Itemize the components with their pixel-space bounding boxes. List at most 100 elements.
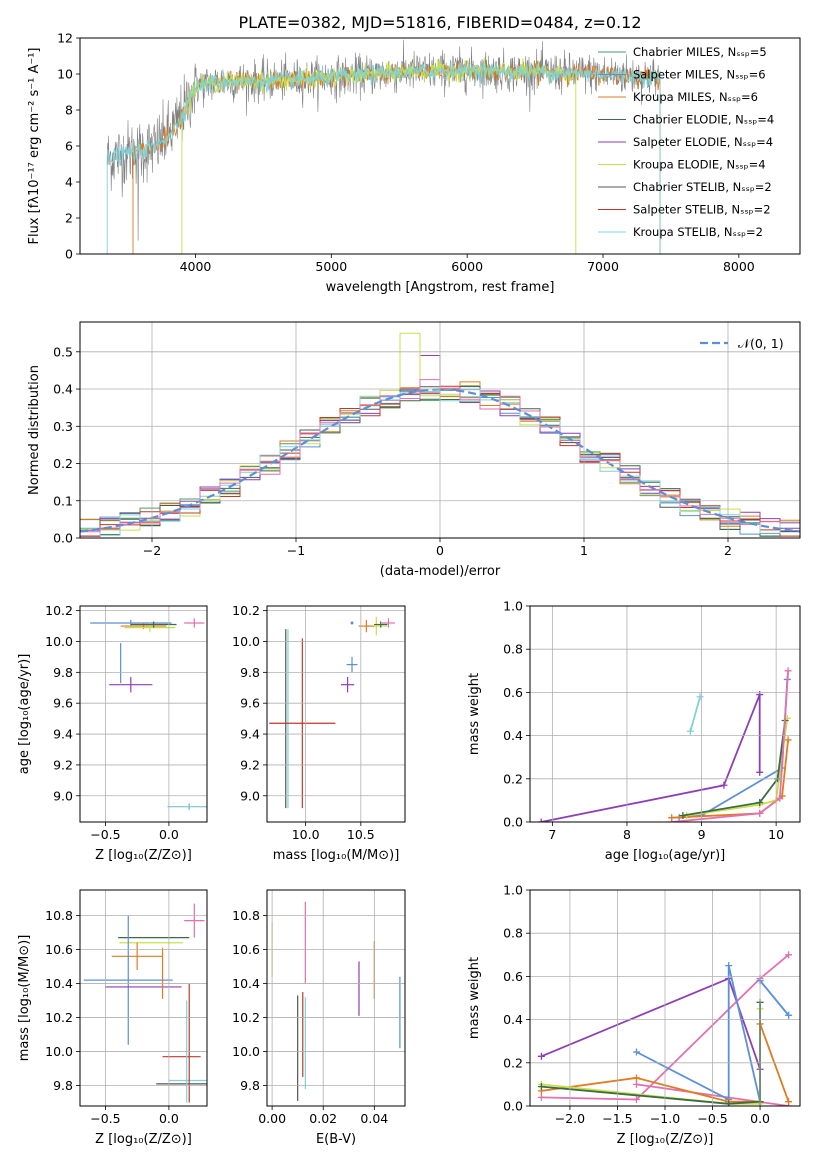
y-tick-label: 10.8 [45,908,73,923]
series-marker [537,1052,545,1060]
series-marker [537,1093,545,1101]
y-tick-label: 10.4 [232,976,260,991]
y-tick-label: 10.6 [232,942,260,957]
y-axis-label: mass [log₁₀(M/M⊙)] [17,935,32,1062]
x-axis-label: wavelength [Angstrom, rest frame] [326,280,555,295]
series-marker [725,962,733,970]
x-tick-label: 0.04 [360,1111,388,1126]
legend-label: Kroupa MILES, Nₛₛₚ=6 [633,90,758,104]
y-tick-label: 0.0 [503,815,523,830]
panel-weight_vs_age: 7 8 9 10 0.0 0.2 0.4 0.6 0.8 1.0 age [log₁₀(age/yr… [467,599,801,863]
series-line [671,670,789,822]
y-tick-label: 9.6 [53,696,73,711]
y-tick-label: 0.1 [53,493,73,508]
y-tick-label: 8 [65,103,73,118]
legend-label: Chabrier STELIB, Nₛₛₚ=2 [633,180,772,194]
plot-area-weight_vs_age [537,667,792,822]
series-line [541,694,761,822]
panels-layer: 4000 5000 6000 7000 8000024681012wavelength … [17,31,801,1147]
x-tick-label: 0.0 [159,827,179,842]
series-line [689,696,701,732]
legend-label: Salpeter STELIB, Nₛₛₚ=2 [633,203,771,217]
series-line [759,980,790,1016]
y-tick-label: 9.4 [240,727,260,742]
series-marker [720,781,728,789]
legend-label: 𝒩(0, 1) [738,336,784,351]
x-tick-label: 7000 [587,259,619,274]
x-tick-label: 4000 [180,259,212,274]
x-axis-label: mass [log₁₀(M/M⊙)] [273,848,400,863]
x-tick-label: −0.5 [90,827,120,842]
series-marker [686,727,694,735]
x-tick-label: 10.0 [292,827,320,842]
data-point [350,621,354,625]
axes-frame [529,605,801,823]
x-tick-label: 0.00 [258,1111,286,1126]
series-marker [679,812,687,820]
series-marker [756,799,764,807]
series-line [636,965,761,1102]
series-marker [668,818,676,822]
x-tick-label: −1 [287,543,305,558]
series-marker [785,951,793,959]
y-tick-label: 0.4 [503,728,523,743]
axes-frame [79,37,801,255]
plot-area-age_vs_z [90,618,207,810]
x-tick-label: −0.5 [697,1111,727,1126]
x-tick-label: 0.02 [309,1111,337,1126]
y-tick-label: 10.0 [232,1044,260,1059]
y-tick-label: 6 [65,139,73,154]
y-axis-label: mass weight [467,957,482,1039]
y-tick-label: 1.0 [503,599,523,614]
series-marker [756,809,764,817]
x-tick-label: 0.0 [159,1111,179,1126]
y-tick-label: 10.2 [232,603,260,618]
y-axis-label: Normed distribution [27,365,42,495]
legend-label: Chabrier ELODIE, Nₛₛₚ=4 [633,113,774,127]
y-tick-label: 4 [65,175,73,190]
x-axis-label: (data-model)/error [380,564,501,579]
y-tick-label: 10.0 [45,1044,73,1059]
series-marker [756,768,764,776]
y-tick-label: 0.2 [503,771,523,786]
y-axis-label: mass weight [467,673,482,755]
plot-area-age_vs_mass [269,616,396,809]
y-tick-label: 0.8 [503,642,523,657]
series-marker [632,1096,640,1104]
y-tick-label: 0.5 [53,344,73,359]
panel-age_vs_z: −0.5 0.0 9.0 9.2 9.4 9.6 9.8 10.0 10.2 Z [log₁₀(Z… [17,603,208,863]
axes-frame [79,321,801,539]
axes-frame [266,889,406,1107]
y-tick-label: 0.6 [503,969,523,984]
x-tick-label: 8 [623,827,631,842]
y-tick-label: 0.4 [53,382,73,397]
y-tick-label: 10 [57,67,73,82]
series-marker [725,1100,733,1106]
y-tick-label: 9.8 [53,665,73,680]
series-marker [537,1083,545,1091]
panel-spectrum: 4000 5000 6000 7000 8000 0 2 4 6 8 10 12 wavelength … [27,31,801,295]
x-tick-label: −2 [143,543,161,558]
y-tick-label: 0 [65,247,73,262]
series-marker [632,1074,640,1082]
series-marker [784,736,792,744]
x-tick-label: 8000 [723,259,755,274]
series-marker [696,693,704,701]
y-tick-label: 0.2 [503,1055,523,1070]
series-marker [785,1011,793,1019]
x-tick-label: 6000 [451,259,483,274]
y-tick-label: 9.2 [53,757,73,772]
y-tick-label: 0.6 [503,685,523,700]
axes-frame [79,605,208,823]
axes-frame [266,605,406,823]
axes-frame [79,889,208,1107]
x-tick-label: 0.0 [750,1111,770,1126]
y-tick-label: 0.3 [53,419,73,434]
x-tick-label: 5000 [315,259,347,274]
x-tick-label: −1.5 [602,1111,632,1126]
y-tick-label: 9.8 [240,1078,260,1093]
y-tick-label: 9.0 [53,788,73,803]
y-axis-label: Flux [fλ10⁻¹⁷ erg cm⁻² s⁻¹ A⁻¹] [27,48,42,245]
y-tick-label: 9.2 [240,757,260,772]
figure-title: PLATE=0382, MJD=51816, FIBERID=0484, z=0… [238,13,641,32]
